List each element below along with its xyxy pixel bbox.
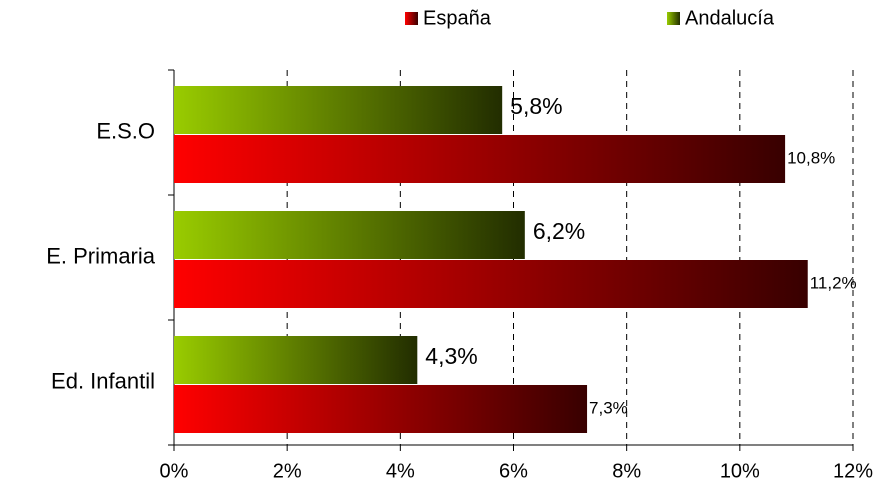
legend-label: Andalucía — [685, 7, 775, 29]
bar — [174, 211, 525, 259]
x-tick-label: 2% — [273, 460, 302, 482]
category-label: E.S.O — [96, 118, 155, 143]
x-tick-label: 6% — [499, 460, 528, 482]
legend-label: España — [423, 7, 492, 29]
bar — [174, 260, 808, 308]
x-tick-label: 4% — [386, 460, 415, 482]
x-tick-label: 0% — [160, 460, 189, 482]
data-label: 7,3% — [589, 398, 628, 417]
x-tick-label: 12% — [833, 460, 873, 482]
legend-swatch — [667, 12, 680, 25]
bar — [174, 86, 503, 134]
data-label: 11,2% — [810, 273, 857, 292]
category-label: Ed. Infantil — [51, 368, 155, 393]
category-label: E. Primaria — [46, 243, 156, 268]
data-label: 5,8% — [510, 93, 562, 119]
x-tick-label: 8% — [612, 460, 641, 482]
data-label: 10,8% — [787, 148, 835, 167]
bar — [174, 135, 786, 183]
bar — [174, 385, 588, 433]
data-label: 6,2% — [533, 218, 585, 244]
data-label: 4,3% — [425, 343, 477, 369]
bar — [174, 336, 418, 384]
legend-swatch — [405, 12, 418, 25]
x-tick-label: 10% — [720, 460, 760, 482]
